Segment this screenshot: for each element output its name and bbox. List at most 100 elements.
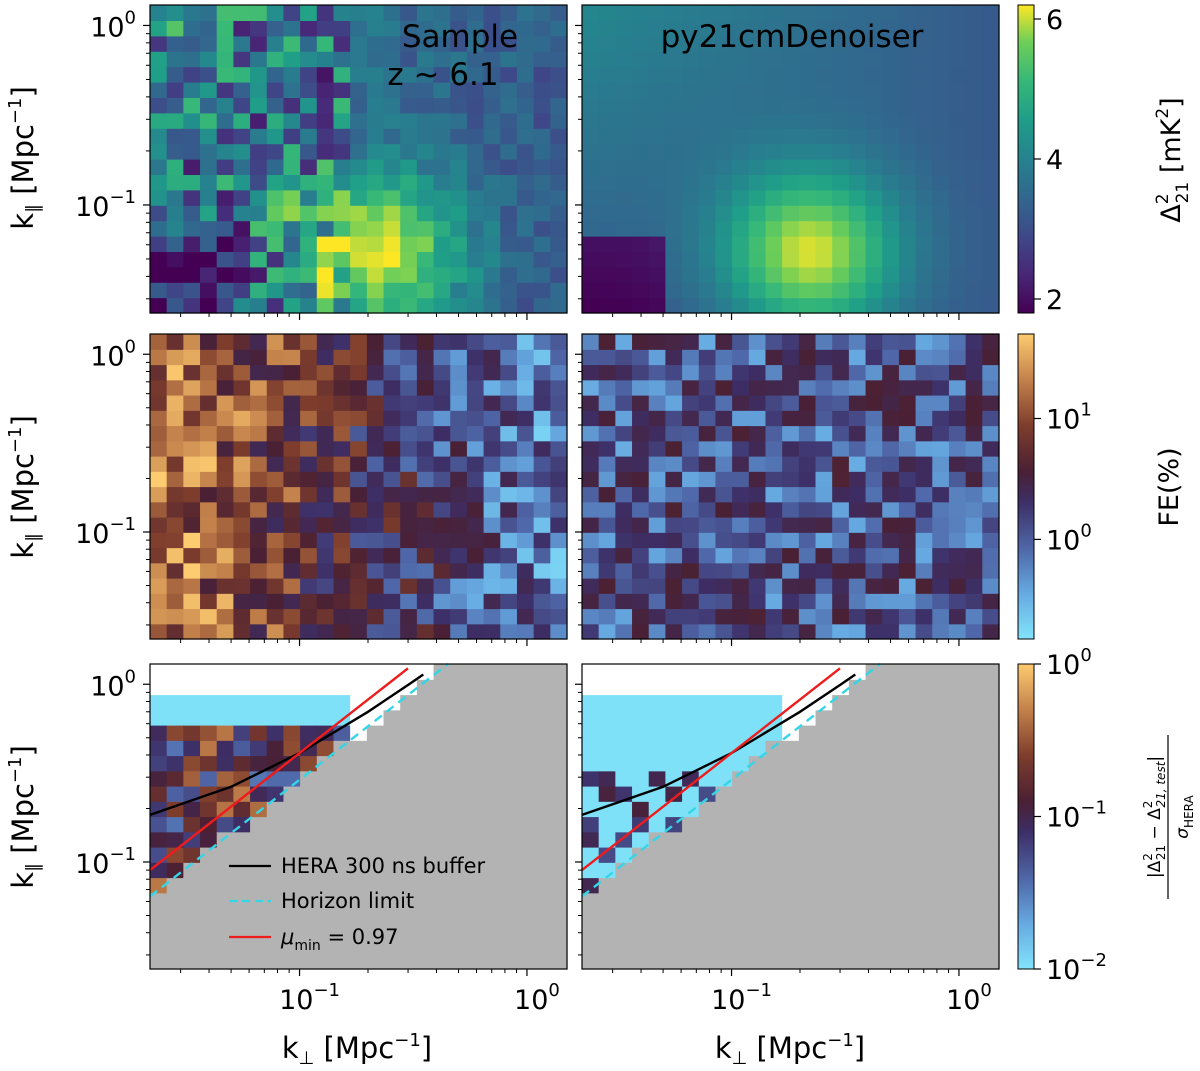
heatmap-cell [350,410,368,427]
heatmap-cell [266,5,285,21]
heatmap-cell [350,51,368,68]
heatmap-cell [183,578,201,594]
heatmap-cell [233,740,251,757]
heatmap-cell [798,266,817,283]
heatmap-cell [316,410,335,427]
heatmap-cell [848,189,867,206]
tick-label: 100 [946,980,992,1016]
heatmap-cell [982,725,1000,741]
heatmap-cell [832,82,850,98]
heatmap-cell [632,143,650,160]
heatmap-cell [882,725,900,741]
heatmap-cell [865,801,883,818]
heatmap-cell [416,908,435,924]
heatmap-cell [682,189,700,206]
heatmap-cell [932,128,950,145]
heatmap-cell [615,532,633,549]
heatmap-cell [948,159,967,175]
heatmap-cell [832,923,850,940]
heatmap-cell [682,532,700,549]
heatmap-cell [865,5,883,21]
heatmap-cell [350,471,368,488]
heatmap-cell [865,938,883,955]
heatmap-cell [665,334,683,350]
heatmap-cell [283,532,301,549]
heatmap-cell [732,20,750,37]
heatmap-cell [416,578,435,594]
heatmap-cell [598,282,616,299]
heatmap-cell [550,5,568,21]
heatmap-cell [832,174,850,191]
heatmap-cell [748,189,767,206]
heatmap-cell [450,664,468,680]
heatmap-cell [233,251,251,268]
heatmap-cell [150,66,168,83]
heatmap-cell [300,20,318,37]
heatmap-cell [500,379,518,396]
heatmap-cell [416,51,435,68]
heatmap-cell [632,593,650,610]
heatmap-cell [665,953,683,970]
heatmap-cell [250,623,268,640]
heatmap-cell [848,410,867,427]
heatmap-cell [250,66,268,83]
heatmap-cell [166,395,184,411]
heatmap-cell [715,608,733,625]
heatmap-cell [615,471,633,488]
heatmap-cell [150,501,168,518]
heatmap-cell [815,51,833,68]
heatmap-cell [216,189,234,206]
heatmap-cell [782,770,800,787]
heatmap-cell [150,517,168,533]
heatmap-cell [283,174,301,191]
heatmap-cell [250,923,268,940]
heatmap-cell [782,112,800,129]
heatmap-cell [383,801,401,818]
heatmap-cell [466,266,485,283]
heatmap-cell [200,547,218,564]
heatmap-cell [150,471,168,488]
heatmap-cell [333,364,351,381]
overlay-lines-r3-c1 [149,663,449,898]
heatmap-cell [250,694,268,711]
heatmap-cell [932,236,950,252]
heatmap-cell [598,593,616,610]
heatmap-cell [965,517,983,533]
heatmap-cell [166,938,184,955]
heatmap-cell [316,755,335,772]
heatmap-cell [216,174,234,191]
heatmap-cell [832,440,850,457]
heatmap-cell [266,578,285,594]
heatmap-cell [848,562,867,579]
heatmap-cell [932,471,950,488]
heatmap-cell [216,664,234,680]
heatmap-cell [815,456,833,472]
column-title-denoiser: py21cmDenoiser [661,19,924,55]
heatmap-cell [882,174,900,191]
heatmap-cell [782,82,800,98]
heatmap-cell [848,831,867,848]
heatmap-cell [765,831,783,848]
heatmap-cell [865,282,883,299]
heatmap-cell [333,623,351,640]
heatmap-cell [648,35,666,52]
heatmap-cell [582,20,600,37]
heatmap-cell [748,128,767,145]
heatmap-cell [648,953,666,970]
heatmap-cell [416,128,435,145]
heatmap-cell [533,205,551,222]
heatmap-cell [500,593,518,610]
heatmap-cell [150,547,168,564]
heatmap-cell [216,97,234,114]
heatmap-cell [582,953,600,970]
heatmap-cell [648,664,666,680]
heatmap-cell [400,66,418,83]
heatmap-cell [466,608,485,625]
heatmap-cell [466,456,485,472]
heatmap-cell [533,786,551,802]
heatmap-cell [533,740,551,757]
heatmap-cell [283,236,301,252]
heatmap-cell [798,725,817,741]
heatmap-cell [882,266,900,283]
heatmap-cell [665,220,683,237]
